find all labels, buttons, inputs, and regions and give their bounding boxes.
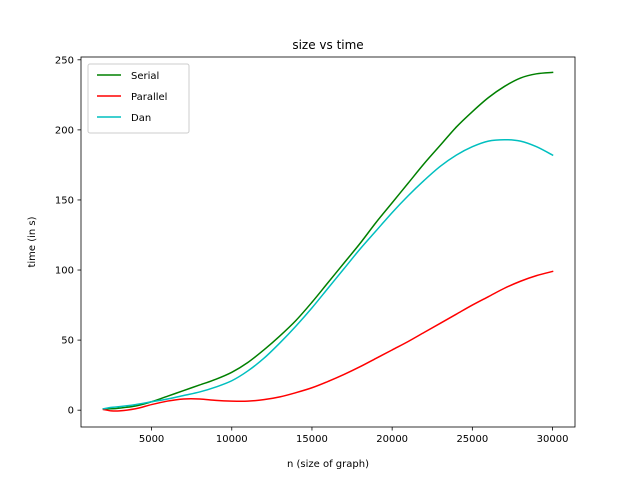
series-line-serial (102, 71, 554, 410)
legend-box (87, 63, 190, 134)
y-tick-label: 50 (61, 336, 74, 347)
axes-frame (80, 56, 576, 428)
x-axis-ticks: 5000 10000 15000 20000 25000 30000 (139, 427, 569, 445)
y-axis-label: time (in s) (27, 216, 38, 267)
legend-label-serial: Serial (131, 71, 159, 82)
plot-lines (102, 71, 554, 412)
y-tick-label: 250 (55, 55, 74, 66)
y-tick-label: 150 (55, 195, 74, 206)
x-tick-label: 15000 (296, 434, 328, 445)
x-tick-label: 25000 (456, 434, 488, 445)
y-tick-label: 200 (55, 125, 74, 136)
y-axis-ticks: 0 50 100 150 200 250 (55, 55, 81, 417)
x-tick-label: 5000 (139, 434, 164, 445)
legend: Serial Parallel Dan (87, 63, 190, 134)
legend-label-parallel: Parallel (131, 92, 167, 103)
x-tick-label: 10000 (216, 434, 248, 445)
series-line-dan (102, 138, 554, 410)
y-tick-label: 100 (55, 266, 74, 277)
x-axis-label: n (size of graph) (287, 459, 369, 470)
y-tick-label: 0 (68, 406, 74, 417)
chart-title: size vs time (292, 38, 363, 52)
series-line-parallel (102, 270, 554, 412)
x-tick-label: 20000 (376, 434, 408, 445)
x-tick-label: 30000 (537, 434, 569, 445)
legend-label-dan: Dan (131, 113, 151, 124)
